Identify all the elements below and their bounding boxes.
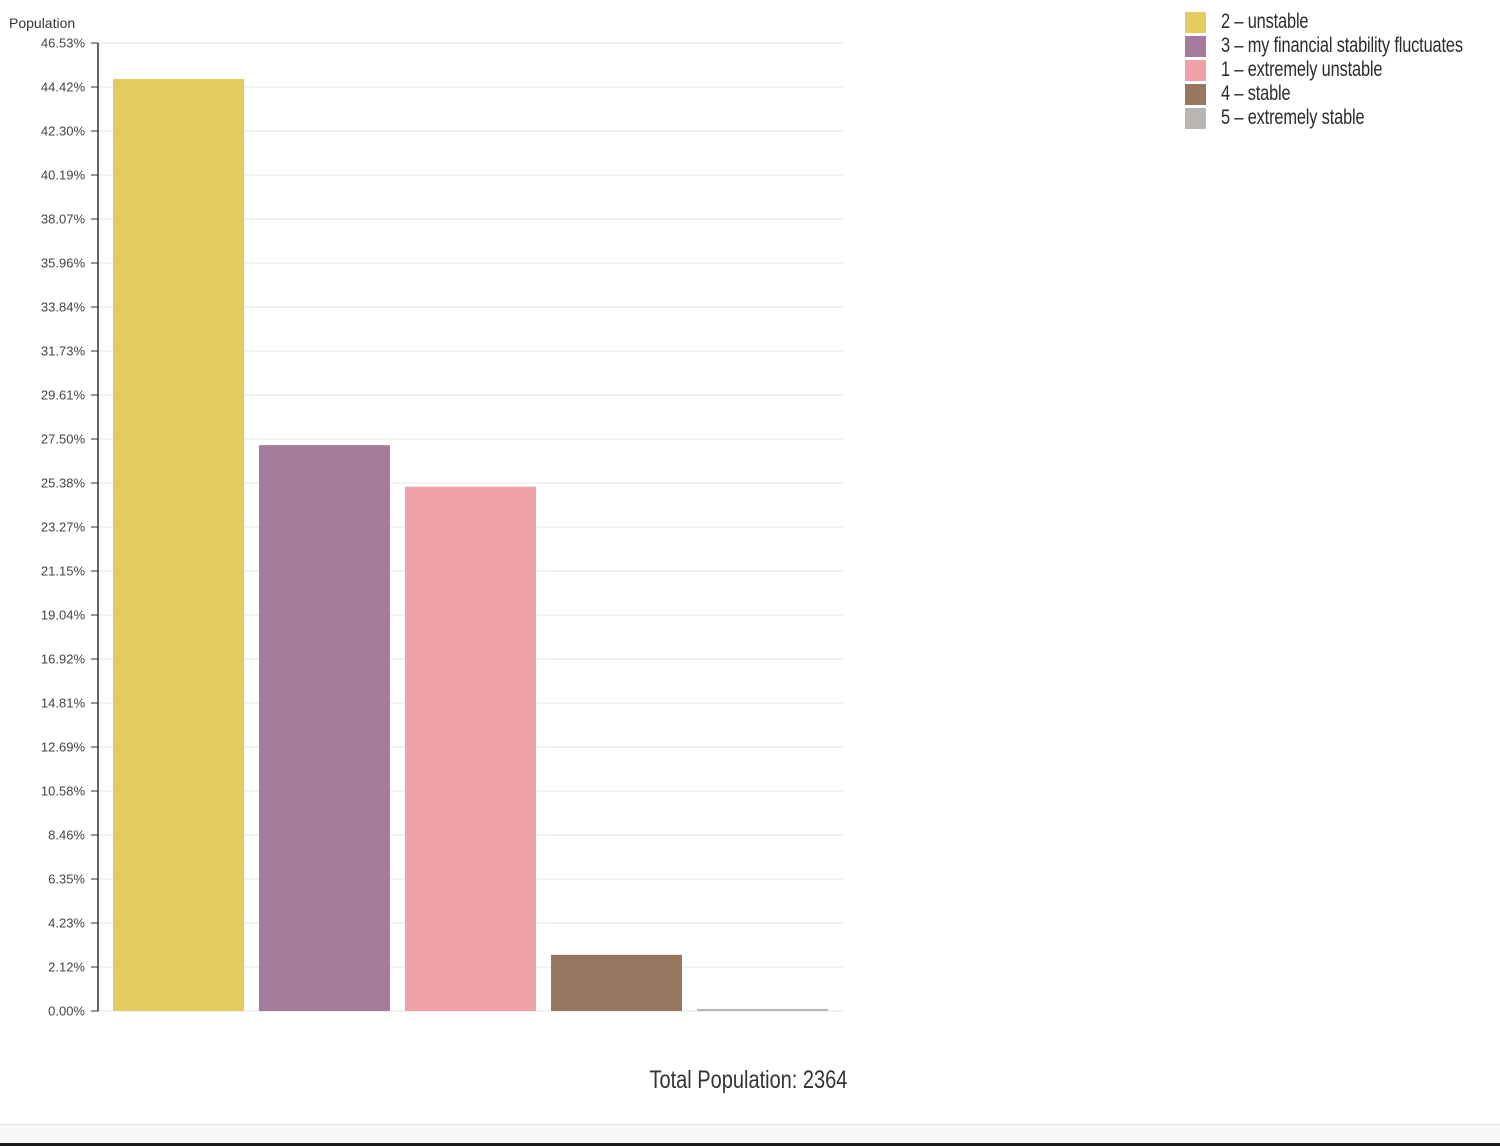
total-population-text: Total Population: 2364 [649,1066,848,1094]
y-axis: 0.00% 2.12% 4.23% 6.35% 8.46% 10.58% 12.69% 14.… [41,36,99,1019]
y-axis-label: Population [9,15,75,31]
legend-swatch [1185,11,1206,33]
total-population: Total Population: 2364 [600,1066,847,1095]
bottom-bar [0,1124,1500,1146]
y-tick-label: 42.30% [41,124,86,139]
legend-label: 3 – my financial stability fluctuates [1221,34,1463,57]
y-tick-label: 6.35% [48,872,85,887]
y-tick-label: 14.81% [41,696,86,711]
legend-item-3-fluctuates[interactable]: 3 – my financial stability fluctuates [1185,34,1500,58]
legend-swatch [1185,83,1206,105]
y-tick-label: 4.23% [48,916,85,931]
y-tick-label: 44.42% [41,80,86,95]
y-tick-label: 46.53% [41,36,86,51]
legend-swatch [1185,59,1206,81]
y-tick-label: 0.00% [48,1004,85,1019]
y-tick-label: 31.73% [41,344,86,359]
legend-swatch [1185,107,1206,129]
y-tick-label: 8.46% [48,828,85,843]
legend-item-5-extremely-stable[interactable]: 5 – extremely stable [1185,106,1500,130]
bar[interactable] [697,1008,828,1011]
y-tick-label: 21.15% [41,564,86,579]
y-tick-label: 38.07% [41,212,86,227]
bars [113,78,828,1012]
y-tick-label: 29.61% [41,388,86,403]
legend-label: 4 – stable [1221,82,1291,105]
bar[interactable] [113,78,244,1012]
y-tick-label: 19.04% [41,608,86,623]
legend-item-4-stable[interactable]: 4 – stable [1185,82,1500,106]
y-tick-label: 40.19% [41,168,86,183]
y-tick-label: 23.27% [41,520,86,535]
y-tick-label: 16.92% [41,652,86,667]
legend: 2 – unstable 3 – my financial stability … [1185,10,1500,130]
legend-label: 5 – extremely stable [1221,106,1365,129]
y-tick-label: 35.96% [41,256,86,271]
y-tick-label: 33.84% [41,300,86,315]
legend-item-1-extremely-unstable[interactable]: 1 – extremely unstable [1185,58,1500,82]
legend-swatch [1185,35,1206,57]
y-tick-label: 12.69% [41,740,86,755]
bar[interactable] [405,486,536,1011]
legend-label: 2 – unstable [1221,10,1309,33]
legend-label: 1 – extremely unstable [1221,58,1383,81]
bar[interactable] [259,445,390,1012]
y-tick-label: 27.50% [41,432,86,447]
legend-item-2-unstable[interactable]: 2 – unstable [1185,10,1500,34]
y-tick-label: 25.38% [41,476,86,491]
y-tick-label: 10.58% [41,784,86,799]
bar[interactable] [551,954,682,1011]
y-tick-label: 2.12% [48,960,85,975]
